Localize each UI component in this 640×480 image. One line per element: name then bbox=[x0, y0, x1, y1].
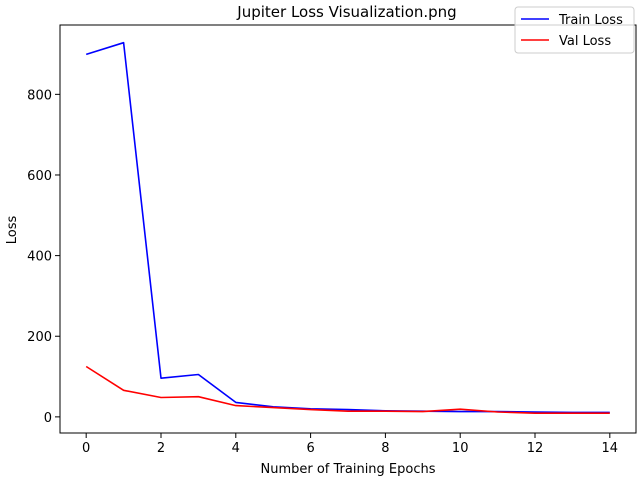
series-lines bbox=[85, 41, 610, 415]
plot-area bbox=[59, 24, 637, 434]
series-line-val-loss bbox=[85, 365, 610, 415]
y-tick-label: 0 bbox=[44, 411, 52, 426]
legend-label-val-loss: Val Loss bbox=[559, 34, 611, 49]
y-tick-label: 800 bbox=[27, 88, 52, 103]
chart-title: Jupiter Loss Visualization.png bbox=[236, 3, 456, 21]
x-tick-label: 10 bbox=[452, 441, 469, 456]
x-tick-label: 12 bbox=[527, 441, 544, 456]
y-tick-label: 400 bbox=[27, 250, 52, 265]
legend-label-train-loss: Train Loss bbox=[558, 13, 623, 28]
x-tick-label: 6 bbox=[306, 441, 314, 456]
y-tick-label: 200 bbox=[27, 330, 52, 345]
x-axis: 0 2 4 6 8 10 12 14 bbox=[82, 433, 618, 456]
x-axis-label: Number of Training Epochs bbox=[260, 462, 435, 477]
x-tick-label: 2 bbox=[157, 441, 165, 456]
x-tick-label: 4 bbox=[232, 441, 240, 456]
y-axis: 0 200 400 600 800 bbox=[27, 88, 60, 426]
x-tick-label: 8 bbox=[381, 441, 389, 456]
y-tick-label: 600 bbox=[27, 169, 52, 184]
plot-background bbox=[60, 25, 636, 433]
x-tick-label: 14 bbox=[602, 441, 619, 456]
plot-frame bbox=[59, 24, 637, 434]
y-axis-label: Loss bbox=[5, 216, 20, 245]
x-tick-label: 0 bbox=[82, 441, 90, 456]
series-line-train-loss bbox=[85, 41, 610, 414]
legend: Train Loss Val Loss bbox=[514, 6, 635, 54]
